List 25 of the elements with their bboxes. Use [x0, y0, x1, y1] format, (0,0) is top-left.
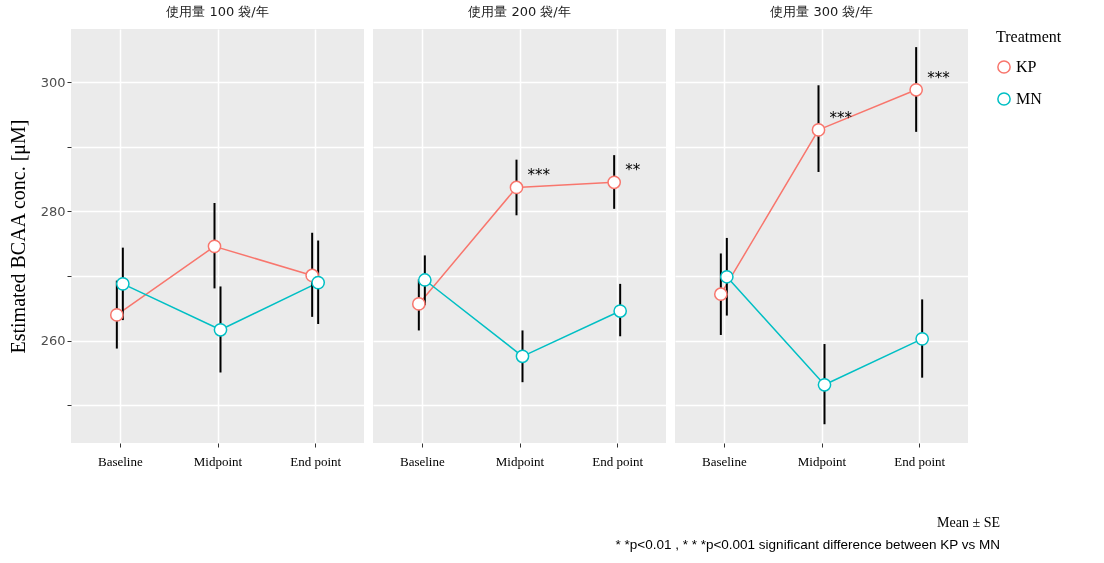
chart-title: 使用量 200 袋/年	[468, 4, 571, 19]
annotation: ***	[927, 68, 951, 87]
chart-title: 使用量 100 袋/年	[166, 4, 269, 19]
x-tick-label: Baseline	[399, 453, 445, 469]
x-tick-label: Baseline	[701, 453, 747, 469]
x-tick-label: End point	[290, 453, 342, 469]
y-axis-title: Estimated BCAA conc. [μM]	[6, 119, 30, 354]
x-tick-label: End point	[592, 453, 644, 469]
y-tick-label: 280	[40, 203, 66, 219]
text: * *p<0.01 , * * *p<0.001 significant difference between KP vs MN	[615, 536, 1000, 554]
annotation: **	[625, 161, 641, 180]
y-tick-label: 300	[40, 74, 66, 90]
x-tick-label: Midpoint	[193, 453, 243, 469]
legend-label: MN	[1016, 90, 1043, 107]
chart-title: 使用量 300 袋/年	[770, 4, 873, 19]
x-tick-label: End point	[894, 453, 946, 469]
legend-title: Treatment	[996, 28, 1062, 45]
legend-label: KP	[1016, 58, 1037, 75]
x-tick-label: Midpoint	[797, 453, 847, 469]
annotation: ***	[829, 108, 853, 127]
x-tick-label: Midpoint	[495, 453, 545, 469]
y-tick-label: 260	[40, 333, 66, 349]
x-tick-label: Baseline	[97, 453, 143, 469]
text: Mean ± SE	[936, 514, 1000, 532]
annotation: ***	[527, 166, 551, 185]
